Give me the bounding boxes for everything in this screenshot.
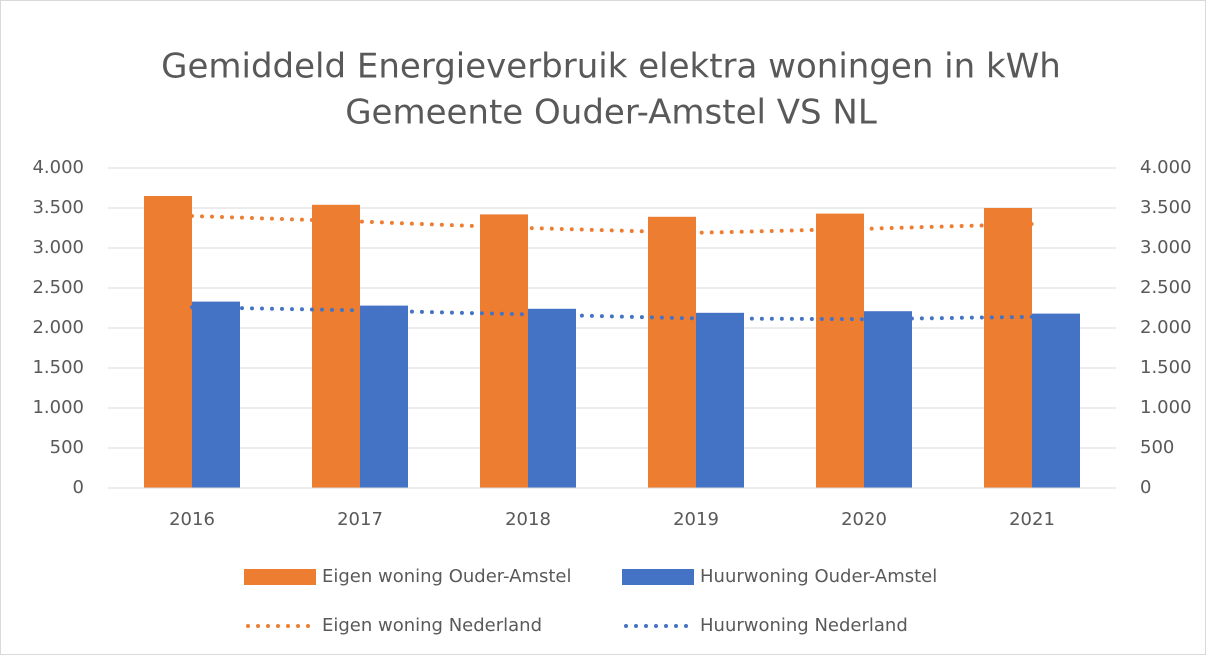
y-tick-label: 0: [73, 477, 84, 498]
bar: [696, 312, 744, 488]
line-series: [190, 305, 1034, 322]
bar: [144, 196, 192, 488]
bar: [1032, 313, 1080, 488]
y-tick-label: 3.000: [32, 237, 84, 258]
legend-label: Eigen woning Ouder-Amstel: [322, 566, 572, 587]
x-tick-label: 2019: [673, 509, 719, 530]
bar: [528, 308, 576, 488]
bar: [984, 208, 1032, 488]
y2-tick-label: 1.000: [1140, 397, 1192, 418]
x-tick-label: 2021: [1009, 509, 1055, 530]
line-series: [190, 214, 1034, 235]
legend-swatch: [622, 569, 694, 585]
y2-tick-label: 1.500: [1140, 357, 1192, 378]
chart-title: Gemiddeld Energieverbruik elektra woning…: [161, 47, 1061, 87]
y2-tick-label: 3.000: [1140, 237, 1192, 258]
legend-label: Huurwoning Nederland: [700, 615, 908, 636]
chart-subtitle: Gemeente Ouder-Amstel VS NL: [345, 93, 877, 133]
y2-tick-label: 500: [1140, 437, 1174, 458]
x-tick-label: 2020: [841, 509, 887, 530]
bar: [480, 214, 528, 488]
y-tick-label: 500: [50, 437, 84, 458]
y-tick-label: 2.000: [32, 317, 84, 338]
x-tick-label: 2018: [505, 509, 551, 530]
y2-tick-label: 4.000: [1140, 157, 1192, 178]
y2-tick-label: 2.500: [1140, 277, 1192, 298]
y-tick-label: 1.500: [32, 357, 84, 378]
y-tick-label: 3.500: [32, 197, 84, 218]
y-tick-label: 4.000: [32, 157, 84, 178]
bar: [648, 216, 696, 489]
bar: [816, 213, 864, 488]
bar: [192, 301, 240, 488]
y-tick-label: 2.500: [32, 277, 84, 298]
bar: [312, 204, 360, 489]
y2-tick-label: 3.500: [1140, 197, 1192, 218]
legend-swatch: [244, 569, 316, 585]
y2-tick-label: 0: [1140, 477, 1151, 498]
bar: [360, 305, 408, 488]
x-tick-label: 2017: [337, 509, 383, 530]
bar: [864, 311, 912, 488]
legend-label: Huurwoning Ouder-Amstel: [700, 566, 937, 587]
x-tick-label: 2016: [169, 509, 215, 530]
y2-tick-label: 2.000: [1140, 317, 1192, 338]
legend-label: Eigen woning Nederland: [322, 615, 542, 636]
y-tick-label: 1.000: [32, 397, 84, 418]
